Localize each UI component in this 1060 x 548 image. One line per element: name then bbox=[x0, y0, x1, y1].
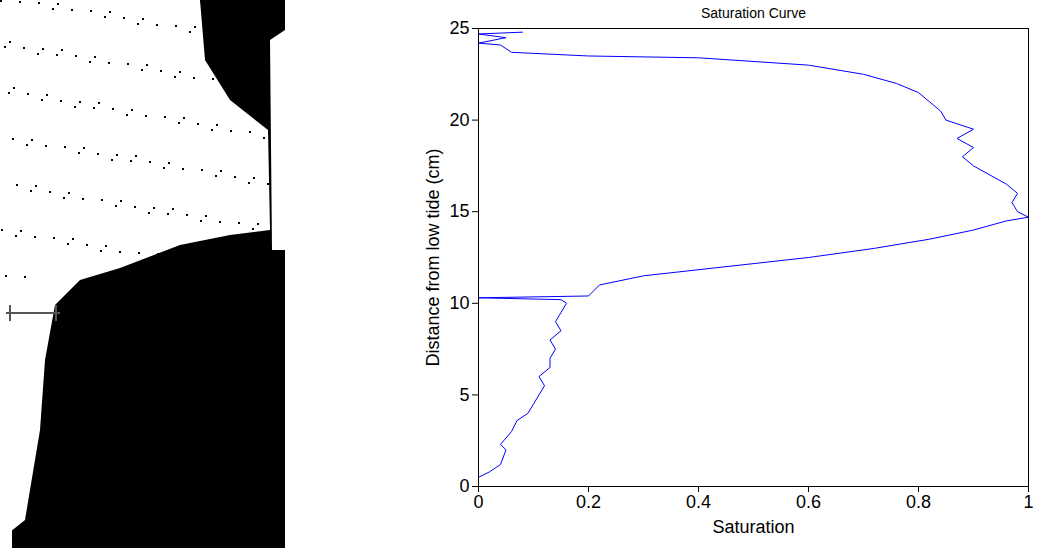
svg-text:10: 10 bbox=[449, 293, 469, 313]
svg-text:25: 25 bbox=[449, 18, 469, 38]
svg-text:5: 5 bbox=[459, 385, 469, 405]
svg-text:1: 1 bbox=[1023, 492, 1033, 512]
svg-text:0: 0 bbox=[459, 476, 469, 496]
svg-text:15: 15 bbox=[449, 201, 469, 221]
svg-text:Saturation Curve: Saturation Curve bbox=[701, 5, 806, 21]
svg-text:0.4: 0.4 bbox=[686, 492, 711, 512]
svg-text:20: 20 bbox=[449, 110, 469, 130]
svg-text:Distance from low tide (cm): Distance from low tide (cm) bbox=[423, 148, 443, 366]
svg-text:0.2: 0.2 bbox=[576, 492, 601, 512]
svg-text:0.8: 0.8 bbox=[906, 492, 931, 512]
svg-text:0: 0 bbox=[473, 492, 483, 512]
svg-text:Saturation: Saturation bbox=[712, 517, 794, 537]
svg-text:0.6: 0.6 bbox=[796, 492, 821, 512]
